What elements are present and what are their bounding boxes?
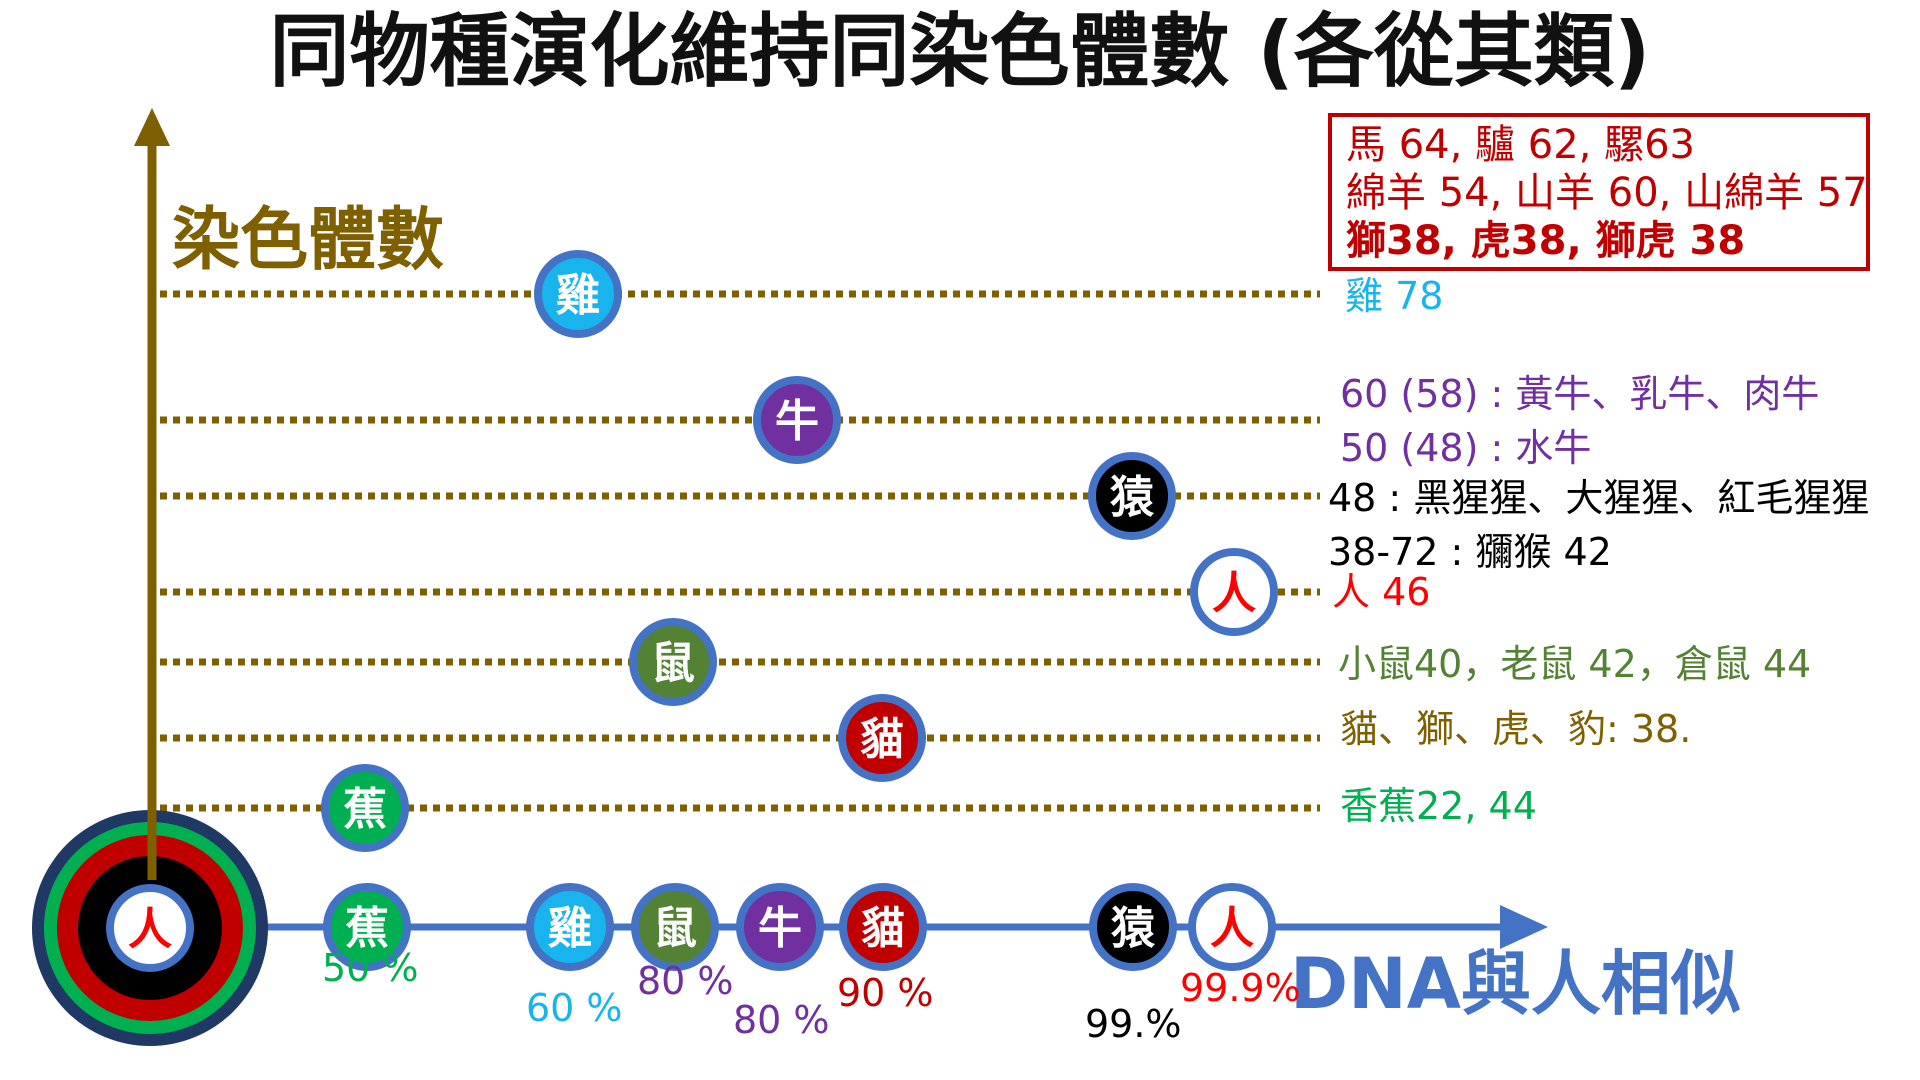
dna-cow-glyph: 牛 xyxy=(758,903,802,954)
row-annotation-ape: 38-72 : 獼猴 42 xyxy=(1328,530,1612,574)
row-annotation-chicken: 雞 78 xyxy=(1345,274,1444,318)
info-box: 馬 64, 驢 62, 騾63 綿羊 54, 山羊 60, 山綿羊 57 獅38… xyxy=(1328,113,1870,271)
row-chicken-glyph: 雞 xyxy=(556,270,600,321)
dna-banana-glyph: 蕉 xyxy=(345,903,389,954)
row-annotation-banana: 香蕉22, 44 xyxy=(1340,784,1537,828)
row-ape-circle xyxy=(1088,452,1176,540)
similarity-pct-cat: 90 % xyxy=(837,971,934,1015)
row-ape-glyph: 猿 xyxy=(1110,472,1155,523)
row-human-circle xyxy=(1190,548,1278,636)
dna-cat-glyph: 貓 xyxy=(861,903,905,954)
row-cow-circle xyxy=(753,376,841,464)
row-cow-glyph: 牛 xyxy=(775,396,819,447)
row-human-glyph: 人 xyxy=(1212,568,1256,619)
dna-mouse-glyph: 鼠 xyxy=(653,903,697,954)
dna-mouse-circle xyxy=(631,883,719,971)
row-annotation-cow: 50 (48) : 水牛 xyxy=(1340,426,1592,470)
similarity-pct-mouse: 80 % xyxy=(637,959,734,1003)
row-cat-circle xyxy=(838,694,926,782)
dna-ape-circle xyxy=(1089,883,1177,971)
dna-human-glyph: 人 xyxy=(1210,903,1254,954)
row-chicken-circle xyxy=(534,250,622,338)
similarity-pct-chicken: 60 % xyxy=(526,986,623,1030)
dna-cow-circle xyxy=(736,883,824,971)
dna-chicken-circle xyxy=(526,883,614,971)
origin-human-circle xyxy=(106,884,194,972)
row-banana-glyph: 蕉 xyxy=(343,784,387,835)
similarity-pct-ape: 99.% xyxy=(1085,1002,1182,1046)
dna-cat-circle xyxy=(839,883,927,971)
row-annotation-human: 人 46 xyxy=(1332,570,1431,614)
row-mouse-glyph: 鼠 xyxy=(651,638,695,689)
row-annotation-mouse: 小鼠40，老鼠 42，倉鼠 44 xyxy=(1338,642,1812,686)
x-axis-label: DNA與人相似 xyxy=(1290,943,1741,1025)
info-line-horse: 馬 64, 驢 62, 騾63 xyxy=(1346,122,1695,168)
info-line-sheep: 綿羊 54, 山羊 60, 山綿羊 57 xyxy=(1346,170,1868,216)
dna-banana-circle xyxy=(323,883,411,971)
info-line-lion: 獅38, 虎38, 獅虎 38 xyxy=(1346,218,1746,264)
row-mouse-circle xyxy=(629,618,717,706)
row-cat-glyph: 貓 xyxy=(860,714,904,765)
dna-human-circle xyxy=(1188,883,1276,971)
dna-ape-glyph: 猿 xyxy=(1111,903,1156,954)
y-axis-arrowhead xyxy=(134,108,170,146)
row-annotation-cat: 貓、獅、虎、豹: 38. xyxy=(1340,707,1692,751)
similarity-pct-banana: 50 % xyxy=(322,946,419,990)
dna-chicken-glyph: 雞 xyxy=(548,903,592,954)
y-axis-label: 染色體數 xyxy=(172,201,445,280)
row-annotation-cow: 60 (58) : 黃牛、乳牛、肉牛 xyxy=(1340,372,1820,416)
row-annotation-ape: 48 : 黑猩猩、大猩猩、紅毛猩猩 xyxy=(1328,476,1870,520)
similarity-pct-human: 99.9% xyxy=(1180,966,1301,1010)
row-banana-circle xyxy=(321,764,409,852)
x-axis-arrowhead xyxy=(1500,905,1548,949)
diagram-title: 同物種演化維持同染色體數 (各從其類) xyxy=(269,5,1651,98)
similarity-pct-cow: 80 % xyxy=(733,998,830,1042)
origin-human-glyph: 人 xyxy=(128,904,172,955)
